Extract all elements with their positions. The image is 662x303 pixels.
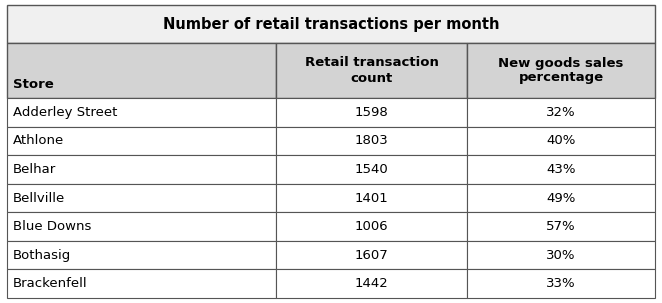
Text: 1442: 1442 bbox=[355, 277, 389, 290]
Text: 1803: 1803 bbox=[355, 134, 389, 147]
Text: 1607: 1607 bbox=[355, 249, 389, 262]
Text: Bothasig: Bothasig bbox=[13, 249, 71, 262]
Bar bbox=[7, 241, 276, 269]
Bar bbox=[7, 212, 276, 241]
Text: 57%: 57% bbox=[546, 220, 576, 233]
Bar bbox=[467, 212, 655, 241]
Bar bbox=[276, 241, 467, 269]
Text: Retail transaction
count: Retail transaction count bbox=[305, 56, 438, 85]
Bar bbox=[7, 155, 276, 184]
Text: 1540: 1540 bbox=[355, 163, 389, 176]
Bar bbox=[276, 98, 467, 127]
Text: 43%: 43% bbox=[546, 163, 576, 176]
Bar bbox=[467, 184, 655, 212]
Text: 1006: 1006 bbox=[355, 220, 389, 233]
Bar bbox=[276, 184, 467, 212]
Bar bbox=[276, 269, 467, 298]
Bar bbox=[7, 269, 276, 298]
Text: New goods sales
percentage: New goods sales percentage bbox=[498, 56, 624, 85]
Text: Adderley Street: Adderley Street bbox=[13, 106, 117, 119]
Bar bbox=[467, 43, 655, 98]
Bar bbox=[467, 127, 655, 155]
Text: 40%: 40% bbox=[546, 134, 576, 147]
Bar bbox=[7, 127, 276, 155]
Bar bbox=[7, 5, 655, 43]
Bar bbox=[276, 43, 467, 98]
Text: Athlone: Athlone bbox=[13, 134, 64, 147]
Text: Bellville: Bellville bbox=[13, 191, 66, 205]
Bar bbox=[467, 155, 655, 184]
Bar bbox=[276, 127, 467, 155]
Text: 1401: 1401 bbox=[355, 191, 389, 205]
Text: Blue Downs: Blue Downs bbox=[13, 220, 91, 233]
Bar bbox=[276, 155, 467, 184]
Bar bbox=[276, 212, 467, 241]
Text: Belhar: Belhar bbox=[13, 163, 56, 176]
Text: 33%: 33% bbox=[546, 277, 576, 290]
Text: Number of retail transactions per month: Number of retail transactions per month bbox=[163, 16, 499, 32]
Bar bbox=[7, 184, 276, 212]
Text: Store: Store bbox=[13, 78, 54, 91]
Text: 32%: 32% bbox=[546, 106, 576, 119]
Text: 49%: 49% bbox=[546, 191, 576, 205]
Text: Brackenfell: Brackenfell bbox=[13, 277, 87, 290]
Bar bbox=[7, 98, 276, 127]
Bar bbox=[467, 241, 655, 269]
Bar bbox=[467, 269, 655, 298]
Bar bbox=[7, 43, 276, 98]
Text: 1598: 1598 bbox=[355, 106, 389, 119]
Text: 30%: 30% bbox=[546, 249, 576, 262]
Bar bbox=[467, 98, 655, 127]
